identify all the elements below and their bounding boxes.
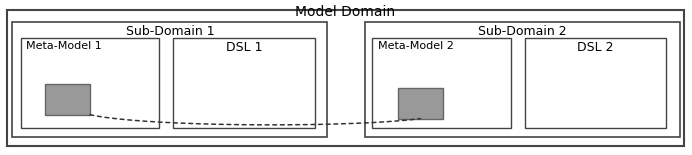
- Bar: [398, 88, 443, 119]
- Text: DSL 2: DSL 2: [577, 41, 614, 54]
- Text: Meta-Model 2: Meta-Model 2: [378, 41, 454, 51]
- Bar: [365, 22, 680, 137]
- Text: Sub-Domain 2: Sub-Domain 2: [477, 25, 567, 38]
- Bar: [21, 38, 159, 128]
- Text: DSL 1: DSL 1: [226, 41, 262, 54]
- Text: Sub-Domain 1: Sub-Domain 1: [125, 25, 215, 38]
- Text: Meta-Model 1: Meta-Model 1: [26, 41, 102, 51]
- Text: Model Domain: Model Domain: [295, 5, 395, 19]
- Bar: [7, 10, 684, 146]
- Bar: [372, 38, 511, 128]
- Bar: [12, 22, 327, 137]
- Bar: [525, 38, 666, 128]
- Bar: [45, 84, 90, 115]
- Bar: [173, 38, 315, 128]
